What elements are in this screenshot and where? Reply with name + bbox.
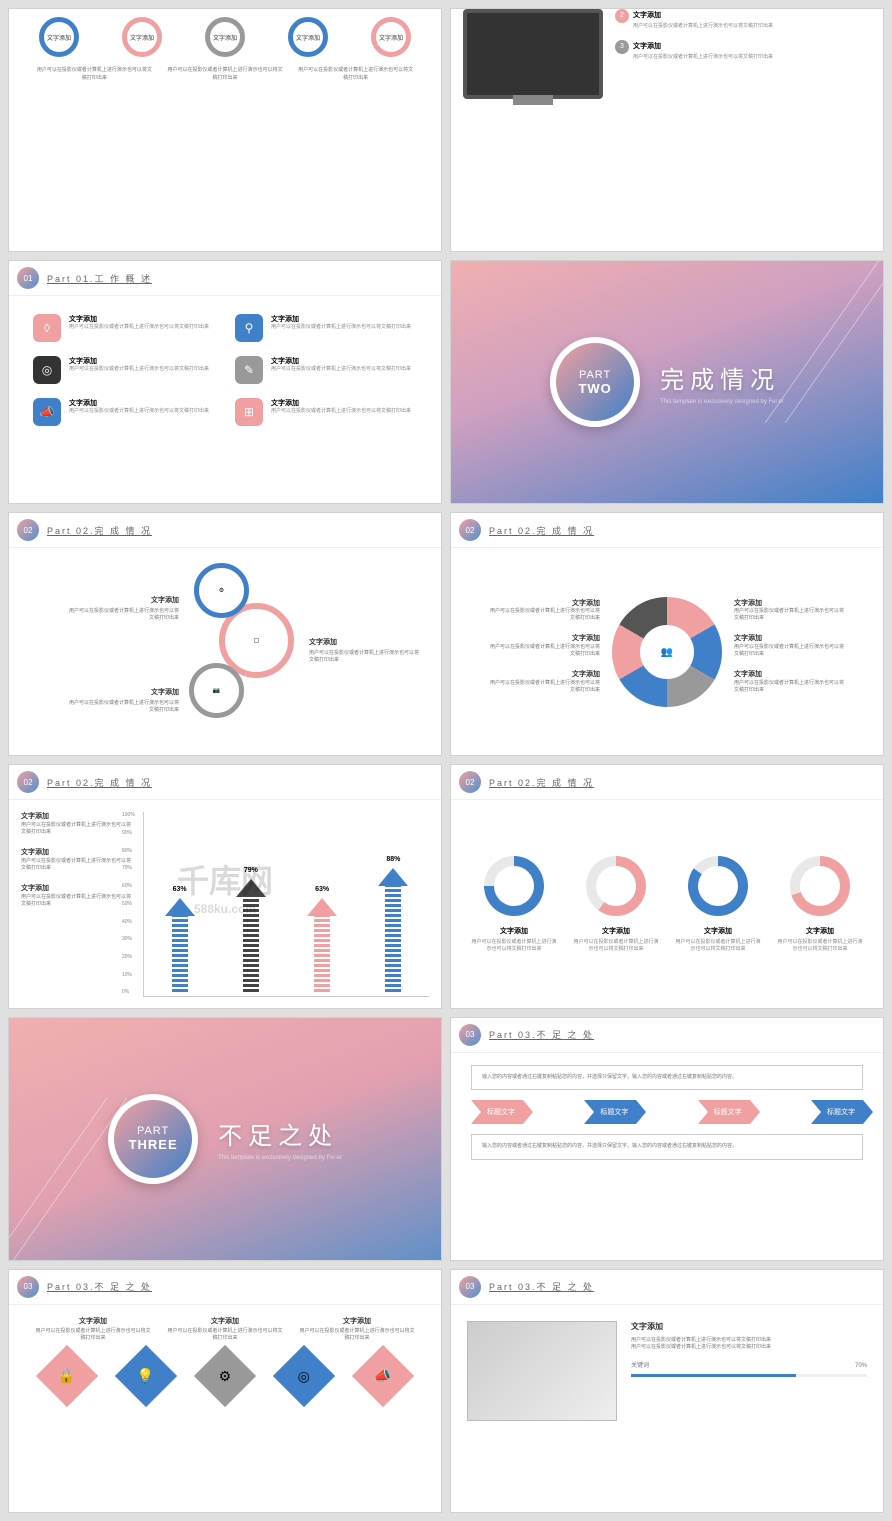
ring-item: 文字添加 用户可以在投影仪或者计算机上进行演示也可以将文稿打印出来 — [673, 856, 763, 953]
slide-chain: 文字添加 文字添加 文字添加 文字添加 文字添加 用户可以在投影仪或者计算机上进… — [8, 8, 442, 252]
section-title: 完成情况 — [660, 360, 784, 395]
icon-grid-item: ⊞ 文字添加用户可以在投影仪或者计算机上进行演示也可以将文稿打印出来 — [235, 398, 417, 426]
header-title: Part 02.完 成 情 况 — [489, 776, 594, 789]
header-title: Part 03.不 足 之 处 — [489, 1028, 594, 1041]
header-badge: 02 — [17, 771, 39, 793]
header-badge: 01 — [17, 267, 39, 289]
diamond-icon: ⚙ — [194, 1345, 256, 1407]
slide-icon-grid: 01 Part 01.工 作 概 述 ◊ 文字添加用户可以在投影仪或者计算机上进行… — [8, 260, 442, 504]
chart-arrow: 88% — [380, 868, 406, 992]
header-title: Part 02.完 成 情 况 — [47, 524, 152, 537]
icon-grid-item: 📣 文字添加用户可以在投影仪或者计算机上进行演示也可以将文稿打印出来 — [33, 398, 215, 426]
donut-left-col: 文字添加用户可以在投影仪或者计算机上进行演示也可以将文稿打印出来 文字添加用户可… — [490, 599, 600, 706]
text-box: 输入您的内容或者通过右键复制粘贴您的内容，并选择只保留文字。输入您的内容或者通过… — [471, 1134, 863, 1160]
monitor-image — [463, 9, 603, 99]
diamond-desc: 文字添加用户可以在投影仪或者计算机上进行演示也可以将文稿打印出来 — [166, 1317, 285, 1343]
progress-ring — [586, 856, 646, 916]
header-title: Part 02.完 成 情 况 — [489, 524, 594, 537]
header-title: Part 03.不 足 之 处 — [47, 1280, 152, 1293]
section-title: 不足之处 — [218, 1116, 342, 1151]
slide-arrow-chart: 02 Part 02.完 成 情 况 文字添加用户可以在投影仪或者计算机上进行演示… — [8, 764, 442, 1008]
diamond-icon: ◎ — [273, 1345, 335, 1407]
grid-icon: ◎ — [33, 356, 61, 384]
diamond-icon: 🔒 — [35, 1345, 97, 1407]
header-badge: 02 — [17, 519, 39, 541]
chain-desc: 用户可以在投影仪或者计算机上进行演示也可以将文稿打印出来 — [297, 67, 415, 82]
section-subtitle: This template is exclusively designed by… — [660, 399, 784, 405]
diamond-icon: 📣 — [352, 1345, 414, 1407]
header-title: Part 01.工 作 概 述 — [47, 272, 152, 285]
header-badge: 03 — [459, 1276, 481, 1298]
diamond-desc: 文字添加用户可以在投影仪或者计算机上进行演示也可以将文稿打印出来 — [34, 1317, 153, 1343]
chain-node: 文字添加 — [205, 17, 245, 57]
content-text: 文字添加 用户可以在投影仪或者计算机上进行演示也可以将文稿打印出来 用户可以在投… — [631, 1321, 867, 1497]
part-circle: PARTTWO — [550, 337, 640, 427]
chain-desc: 用户可以在投影仪或者计算机上进行演示也可以将文稿打印出来 — [36, 67, 154, 82]
icon-grid-item: ⚲ 文字添加用户可以在投影仪或者计算机上进行演示也可以将文稿打印出来 — [235, 314, 417, 342]
chain-node: 文字添加 — [288, 17, 328, 57]
diamond-desc: 文字添加用户可以在投影仪或者计算机上进行演示也可以将文稿打印出来 — [298, 1317, 417, 1343]
slide-donut: 02 Part 02.完 成 情 况 文字添加用户可以在投影仪或者计算机上进行演示… — [450, 512, 884, 756]
icon-grid-item: ◎ 文字添加用户可以在投影仪或者计算机上进行演示也可以将文稿打印出来 — [33, 356, 215, 384]
slide-section-two: PARTTWO 完成情况 This template is exclusivel… — [450, 260, 884, 504]
header-badge: 02 — [459, 519, 481, 541]
icon-grid-item: ✎ 文字添加用户可以在投影仪或者计算机上进行演示也可以将文稿打印出来 — [235, 356, 417, 384]
process-arrow: 标题文字.proc-arrow[style*='#f0a0a0']::after… — [471, 1100, 523, 1124]
chain-node: 文字添加 — [39, 17, 79, 57]
donut-chart: 👥 — [612, 597, 722, 707]
header-badge: 03 — [17, 1276, 39, 1298]
header-badge: 02 — [459, 771, 481, 793]
process-arrow: 标题文字.proc-arrow[style*='#4080c8']::after… — [584, 1100, 636, 1124]
list-item: 2文字添加 用户可以在投影仪或者计算机上进行演示也可以将文稿打印出来 — [615, 9, 773, 30]
grid-icon: ✎ — [235, 356, 263, 384]
text-box: 输入您的内容或者通过右键复制粘贴您的内容，并选择只保留文字。输入您的内容或者通过… — [471, 1065, 863, 1091]
section-subtitle: This template is exclusively designed by… — [218, 1155, 342, 1161]
ring-item: 文字添加 用户可以在投影仪或者计算机上进行演示也可以将文稿打印出来 — [775, 856, 865, 953]
process-arrow: 标题文字.proc-arrow[style*='#4080c8']::after… — [811, 1100, 863, 1124]
header-title: Part 03.不 足 之 处 — [489, 1280, 594, 1293]
header-title: Part 02.完 成 情 况 — [47, 776, 152, 789]
grid-icon: 📣 — [33, 398, 61, 426]
slide-monitor: 2文字添加 用户可以在投影仪或者计算机上进行演示也可以将文稿打印出来 3文字添加… — [450, 8, 884, 252]
slide-image-text: 03 Part 03.不 足 之 处 文字添加 用户可以在投影仪或者计算机上进行演… — [450, 1269, 884, 1513]
arrow-chart: 100%90%80%70%60%50%40%30%20%10%0% 63% 79… — [143, 812, 429, 996]
icon-grid-item: ◊ 文字添加用户可以在投影仪或者计算机上进行演示也可以将文稿打印出来 — [33, 314, 215, 342]
slide-rings: 02 Part 02.完 成 情 况 文字添加 用户可以在投影仪或者计算机上进行演… — [450, 764, 884, 1008]
header-badge: 03 — [459, 1024, 481, 1046]
progress-ring — [790, 856, 850, 916]
grid-icon: ◊ — [33, 314, 61, 342]
slide-overlap-circles: 02Part 02.完 成 情 况 ▢ ⚙ 📷 文字添加用户可以在投影仪或者计算… — [8, 512, 442, 756]
list-item: 3文字添加 用户可以在投影仪或者计算机上进行演示也可以将文稿打印出来 — [615, 40, 773, 61]
part-circle: PARTTHREE — [108, 1094, 198, 1184]
content-image — [467, 1321, 617, 1421]
slide-diamonds: 03 Part 03.不 足 之 处 文字添加用户可以在投影仪或者计算机上进行演示… — [8, 1269, 442, 1513]
circle-bottom: 📷 — [189, 663, 244, 718]
donut-right-col: 文字添加用户可以在投影仪或者计算机上进行演示也可以将文稿打印出来 文字添加用户可… — [734, 599, 844, 706]
progress-ring — [688, 856, 748, 916]
chart-arrow: 79% — [238, 879, 264, 992]
chart-arrow: 63% — [309, 898, 335, 992]
chain-row: 文字添加 文字添加 文字添加 文字添加 文字添加 — [39, 17, 411, 57]
circle-label: 文字添加用户可以在投影仪或者计算机上进行演示也可以将文稿打印出来 — [309, 638, 419, 664]
ring-item: 文字添加 用户可以在投影仪或者计算机上进行演示也可以将文稿打印出来 — [469, 856, 559, 953]
ring-item: 文字添加 用户可以在投影仪或者计算机上进行演示也可以将文稿打印出来 — [571, 856, 661, 953]
grid-icon: ⊞ — [235, 398, 263, 426]
diamond-icon: 💡 — [115, 1345, 177, 1407]
circle-top: ⚙ — [194, 563, 249, 618]
grid-icon: ⚲ — [235, 314, 263, 342]
progress-ring — [484, 856, 544, 916]
circle-label: 文字添加用户可以在投影仪或者计算机上进行演示也可以将文稿打印出来 — [69, 688, 179, 714]
chain-node: 文字添加 — [122, 17, 162, 57]
slide-process: 03 Part 03.不 足 之 处 输入您的内容或者通过右键复制粘贴您的内容，并… — [450, 1017, 884, 1261]
circle-label: 文字添加用户可以在投影仪或者计算机上进行演示也可以将文稿打印出来 — [69, 596, 179, 622]
process-arrow: 标题文字.proc-arrow[style*='#f0a0a0']::after… — [698, 1100, 750, 1124]
chain-node: 文字添加 — [371, 17, 411, 57]
chart-legend: 文字添加用户可以在投影仪或者计算机上进行演示也可以将文稿打印出来 文字添加用户可… — [21, 812, 131, 996]
chain-desc: 用户可以在投影仪或者计算机上进行演示也可以将文稿打印出来 — [166, 67, 284, 82]
slide-section-three: PARTTHREE 不足之处 This template is exclusiv… — [8, 1017, 442, 1261]
chart-arrow: 63% — [167, 898, 193, 992]
